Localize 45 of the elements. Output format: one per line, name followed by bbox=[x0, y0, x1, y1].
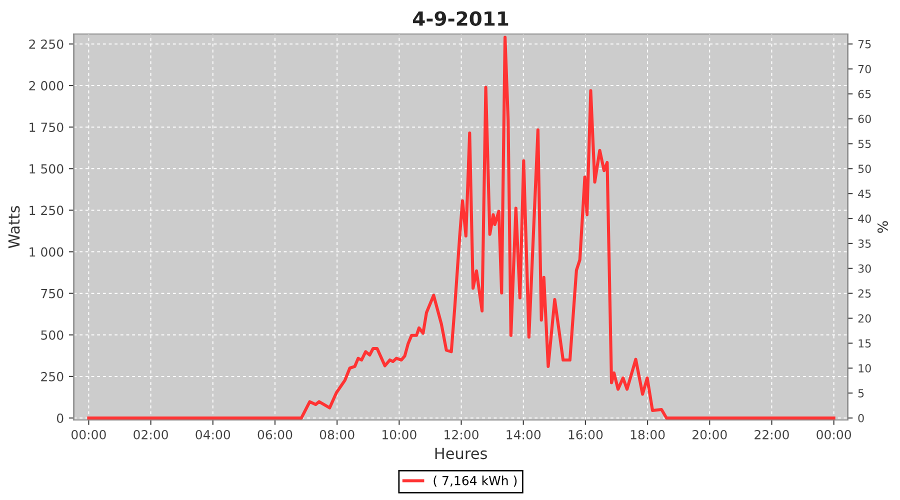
x-axis-title: Heures bbox=[435, 448, 487, 460]
y-tick-label: 250 bbox=[41, 372, 64, 382]
y-tick-label: 500 bbox=[41, 330, 64, 340]
x-tick-label: 00:00 bbox=[816, 430, 852, 440]
x-tick-label: 02:00 bbox=[134, 430, 168, 440]
x-tick-label: 16:00 bbox=[568, 430, 603, 440]
y2-tick-label: 5 bbox=[858, 389, 864, 398]
y2-tick-label: 35 bbox=[858, 239, 871, 248]
x-tick-label: 18:00 bbox=[630, 430, 665, 440]
y-axis-title: Watts bbox=[8, 206, 20, 248]
y2-tick-label: 25 bbox=[858, 289, 871, 298]
y2-tick-label: 45 bbox=[858, 190, 871, 198]
y-tick-label: 0 bbox=[56, 413, 64, 423]
y2-tick-label: 20 bbox=[858, 314, 871, 323]
y2-tick-label: 75 bbox=[858, 40, 871, 48]
y-tick-label: 2 000 bbox=[29, 81, 64, 90]
y2-tick-label: 55 bbox=[858, 140, 871, 148]
y2-tick-label: 50 bbox=[858, 164, 871, 174]
y2-tick-label: 40 bbox=[858, 214, 871, 223]
legend-label: ( 7,164 kWh ) bbox=[434, 476, 517, 487]
y-tick-label: 1 750 bbox=[30, 122, 64, 132]
x-tick-label: 12:00 bbox=[444, 430, 478, 440]
y2-tick-label: 0 bbox=[858, 414, 864, 422]
y2-tick-label: 70 bbox=[858, 64, 871, 74]
y2-tick-label: 15 bbox=[858, 339, 871, 348]
x-tick-label: 20:00 bbox=[692, 430, 727, 440]
y2-axis-title: % bbox=[877, 221, 888, 233]
y-tick-label: 2 250 bbox=[29, 39, 64, 49]
x-tick-label: 00:00 bbox=[72, 430, 106, 440]
x-tick-label: 22:00 bbox=[754, 430, 789, 440]
chart-title: 4-9-2011 bbox=[413, 11, 508, 26]
y-tick-label: 1 500 bbox=[30, 164, 64, 174]
y2-tick-label: 65 bbox=[858, 90, 871, 98]
x-tick-label: 14:00 bbox=[506, 430, 541, 440]
y2-tick-label: 10 bbox=[858, 364, 871, 373]
x-tick-label: 10:00 bbox=[382, 430, 416, 440]
y2-tick-label: 30 bbox=[858, 264, 871, 273]
x-tick-label: 06:00 bbox=[258, 430, 292, 440]
y-tick-label: 750 bbox=[41, 288, 64, 298]
y2-tick-label: 60 bbox=[858, 114, 871, 124]
x-tick-label: 08:00 bbox=[320, 430, 354, 440]
x-tick-label: 04:00 bbox=[196, 430, 230, 440]
line-series bbox=[87, 36, 836, 420]
y-tick-label: 1 250 bbox=[30, 206, 64, 216]
y-tick-label: 1 000 bbox=[30, 247, 64, 257]
